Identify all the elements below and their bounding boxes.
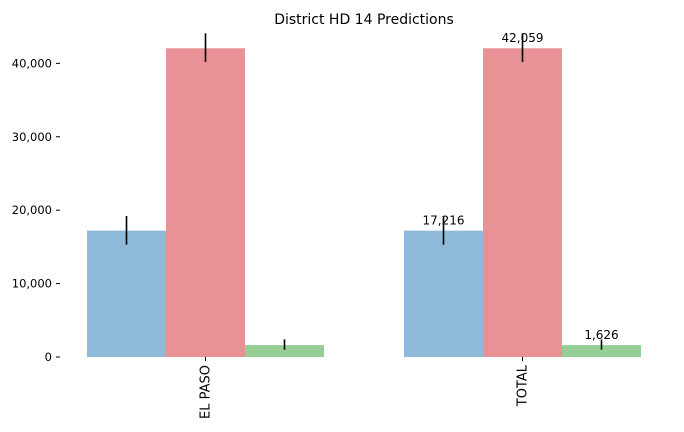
bar-el-paso-series-3 — [245, 345, 324, 357]
y-tick-label: 10,000 — [12, 277, 52, 291]
bar-total-series-1 — [404, 230, 483, 357]
x-category-label: EL PASO — [199, 365, 214, 419]
data-label: 17,216 — [423, 214, 465, 228]
y-tick-label: 20,000 — [12, 203, 52, 217]
chart-title: District HD 14 Predictions — [274, 12, 454, 28]
bar-el-paso-series-2 — [166, 48, 245, 357]
bar-total-series-3 — [562, 345, 641, 357]
x-axis: EL PASO TOTAL — [199, 357, 531, 419]
y-tick-label: 40,000 — [12, 56, 52, 70]
bar-total-series-2 — [483, 48, 562, 357]
bar-el-paso-series-1 — [87, 230, 166, 357]
x-category-label: TOTAL — [516, 364, 531, 407]
bars: 17,216 42,059 1,626 — [87, 31, 641, 357]
y-axis: 0 10,000 20,000 30,000 40,000 — [12, 56, 60, 364]
y-tick-label: 0 — [45, 350, 52, 364]
y-tick-label: 30,000 — [12, 130, 52, 144]
data-label: 1,626 — [584, 328, 618, 342]
data-label: 42,059 — [502, 31, 544, 45]
